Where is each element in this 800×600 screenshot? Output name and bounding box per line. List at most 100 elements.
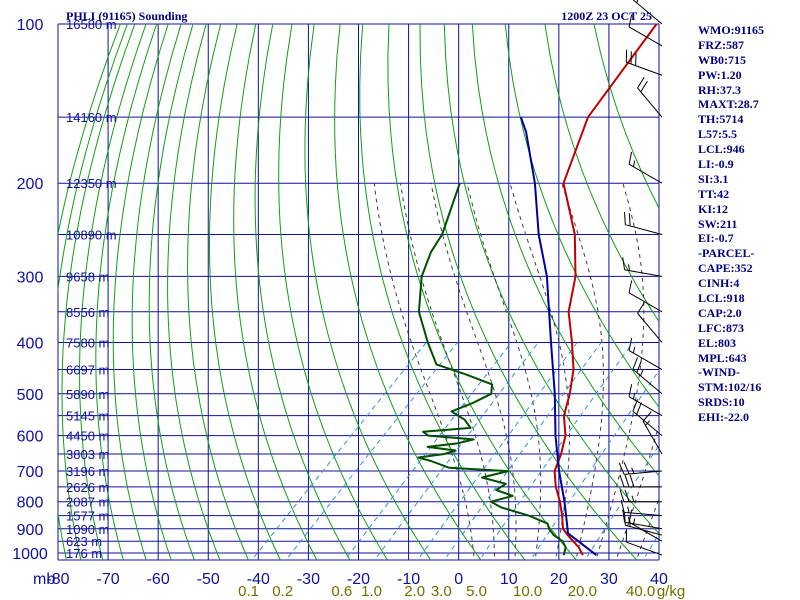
pressure-tick-label: 200 [17,176,44,193]
sounding-traces [417,24,658,556]
dry-adiabat [304,24,432,560]
height-level-label: 6697 m [66,363,109,378]
height-level-label: 16580 m [66,17,117,32]
temperature-tick-label: -40 [247,571,270,588]
sounding-index: LFC:873 [698,320,744,335]
pressure-tick-label: 900 [17,522,44,539]
dry-adiabat [209,24,281,560]
pressure-unit-label: mb [33,571,55,588]
mixing-ratio-line [642,532,659,560]
wind-barb-feather [629,474,635,488]
pressure-tick-label: 1000 [12,546,48,563]
mixing-ratio-line [374,342,539,560]
mixing-ratio-tick-label: 0.6 [331,583,352,600]
dry-adiabat [61,24,136,560]
height-level-label: 12350 m [66,176,117,191]
wind-barb-staff [624,269,663,277]
sounding-index: TH:5714 [698,112,744,127]
sounding-index: RH:37.3 [698,82,741,97]
dry-adiabat [471,24,659,477]
wind-barb-feather [624,474,630,488]
sounding-index: STM:102/16 [698,380,762,395]
temperature-tick-label: 20 [550,571,568,588]
dry-adiabat [79,24,147,560]
wind-barb-feather [628,338,633,351]
wind-barb-staff [632,368,663,395]
temperature-tick-label: -70 [97,571,120,588]
mixing-ratio-line [529,369,659,560]
temperature-tick-label: 30 [600,571,618,588]
sounding-index: LCL:946 [698,142,745,157]
mixing-ratio-tick-label: 1.0 [361,583,382,600]
height-level-label: 14160 m [66,110,117,125]
mixing-ratio-tick-label: 10.0 [513,583,542,600]
sounding-index: EL:803 [698,335,737,350]
wind-barb [637,302,663,343]
wind-barb-feather [622,509,626,523]
height-level-label: 9658 m [66,269,109,284]
height-level-label: 4450 m [66,429,109,444]
dry-adiabat [504,24,659,408]
wind-barb-staff [628,350,663,370]
mixing-ratio-line [443,342,602,560]
wind-barb [622,257,663,277]
wind-barb-feather [640,80,648,93]
dry-adiabat [278,24,389,560]
moist-adiabat [466,183,542,560]
pressure-tick-label: 500 [17,387,44,404]
sounding-index: WB0:715 [698,52,746,67]
dry-adiabat [443,24,659,535]
temperature-trace [553,24,658,556]
sounding-index: CAPE:352 [698,261,753,276]
wind-barbs [618,0,663,556]
height-level-label: 8556 m [66,305,109,320]
sounding-index: LI:-0.9 [698,157,734,172]
dry-adiabat [419,24,638,560]
sounding-index: LCL:918 [698,291,745,306]
pressure-tick-label: 400 [17,335,44,352]
temperature-tick-label: 10 [500,571,518,588]
wind-barb-staff [632,410,663,437]
height-level-label: 5890 m [66,387,109,402]
wind-barb-half-feather [631,467,635,474]
temperature-tick-label: 0 [454,571,463,588]
height-level-label: 1090 m [66,522,109,537]
wind-barb-feather [623,462,630,475]
sounding-index: TT:42 [698,186,730,201]
wind-barb-staff [626,541,663,556]
wind-barb-feather [628,384,633,397]
wind-barb-staff [624,521,663,530]
dry-adiabat [148,24,195,560]
wind-barb-half-feather [632,346,636,354]
wind-barb [632,0,663,25]
wind-barb-feather [642,411,652,422]
wind-barb-feather [636,402,642,415]
moist-adiabat [615,423,659,560]
wind-barb [628,280,663,313]
sounding-index: EI:-0.7 [698,231,734,246]
wind-barb-staff [625,224,663,235]
sounding-index: MAXT:28.7 [698,97,759,112]
moist-adiabat [509,183,570,560]
dry-adiabat [334,24,482,560]
wind-barb [622,509,663,530]
mixing-ratio-line [285,342,458,560]
mixing-ratio-tick-label: 5.0 [466,583,487,600]
sounding-index: WMO:91165 [698,23,764,37]
dewpoint-trace [417,182,567,556]
chart-grid [57,23,660,561]
wind-barb-half-feather [632,392,636,400]
wind-barb [619,489,662,503]
parcel-trace [519,116,597,556]
height-level-label: 2626 m [66,480,109,495]
temperature-tick-label: -30 [297,571,320,588]
mixing-ratio-tick-label: 0.1 [238,583,259,600]
wind-barb-half-feather [632,160,636,167]
height-level-label: 7580 m [66,335,109,350]
wind-barb [628,384,663,417]
mixing-ratio-line [584,444,659,560]
wind-barb-feather [636,360,642,373]
sounding-index: PW:1.20 [698,67,742,82]
height-level-label: 10890 m [66,228,117,243]
wind-barb-staff [624,470,663,475]
